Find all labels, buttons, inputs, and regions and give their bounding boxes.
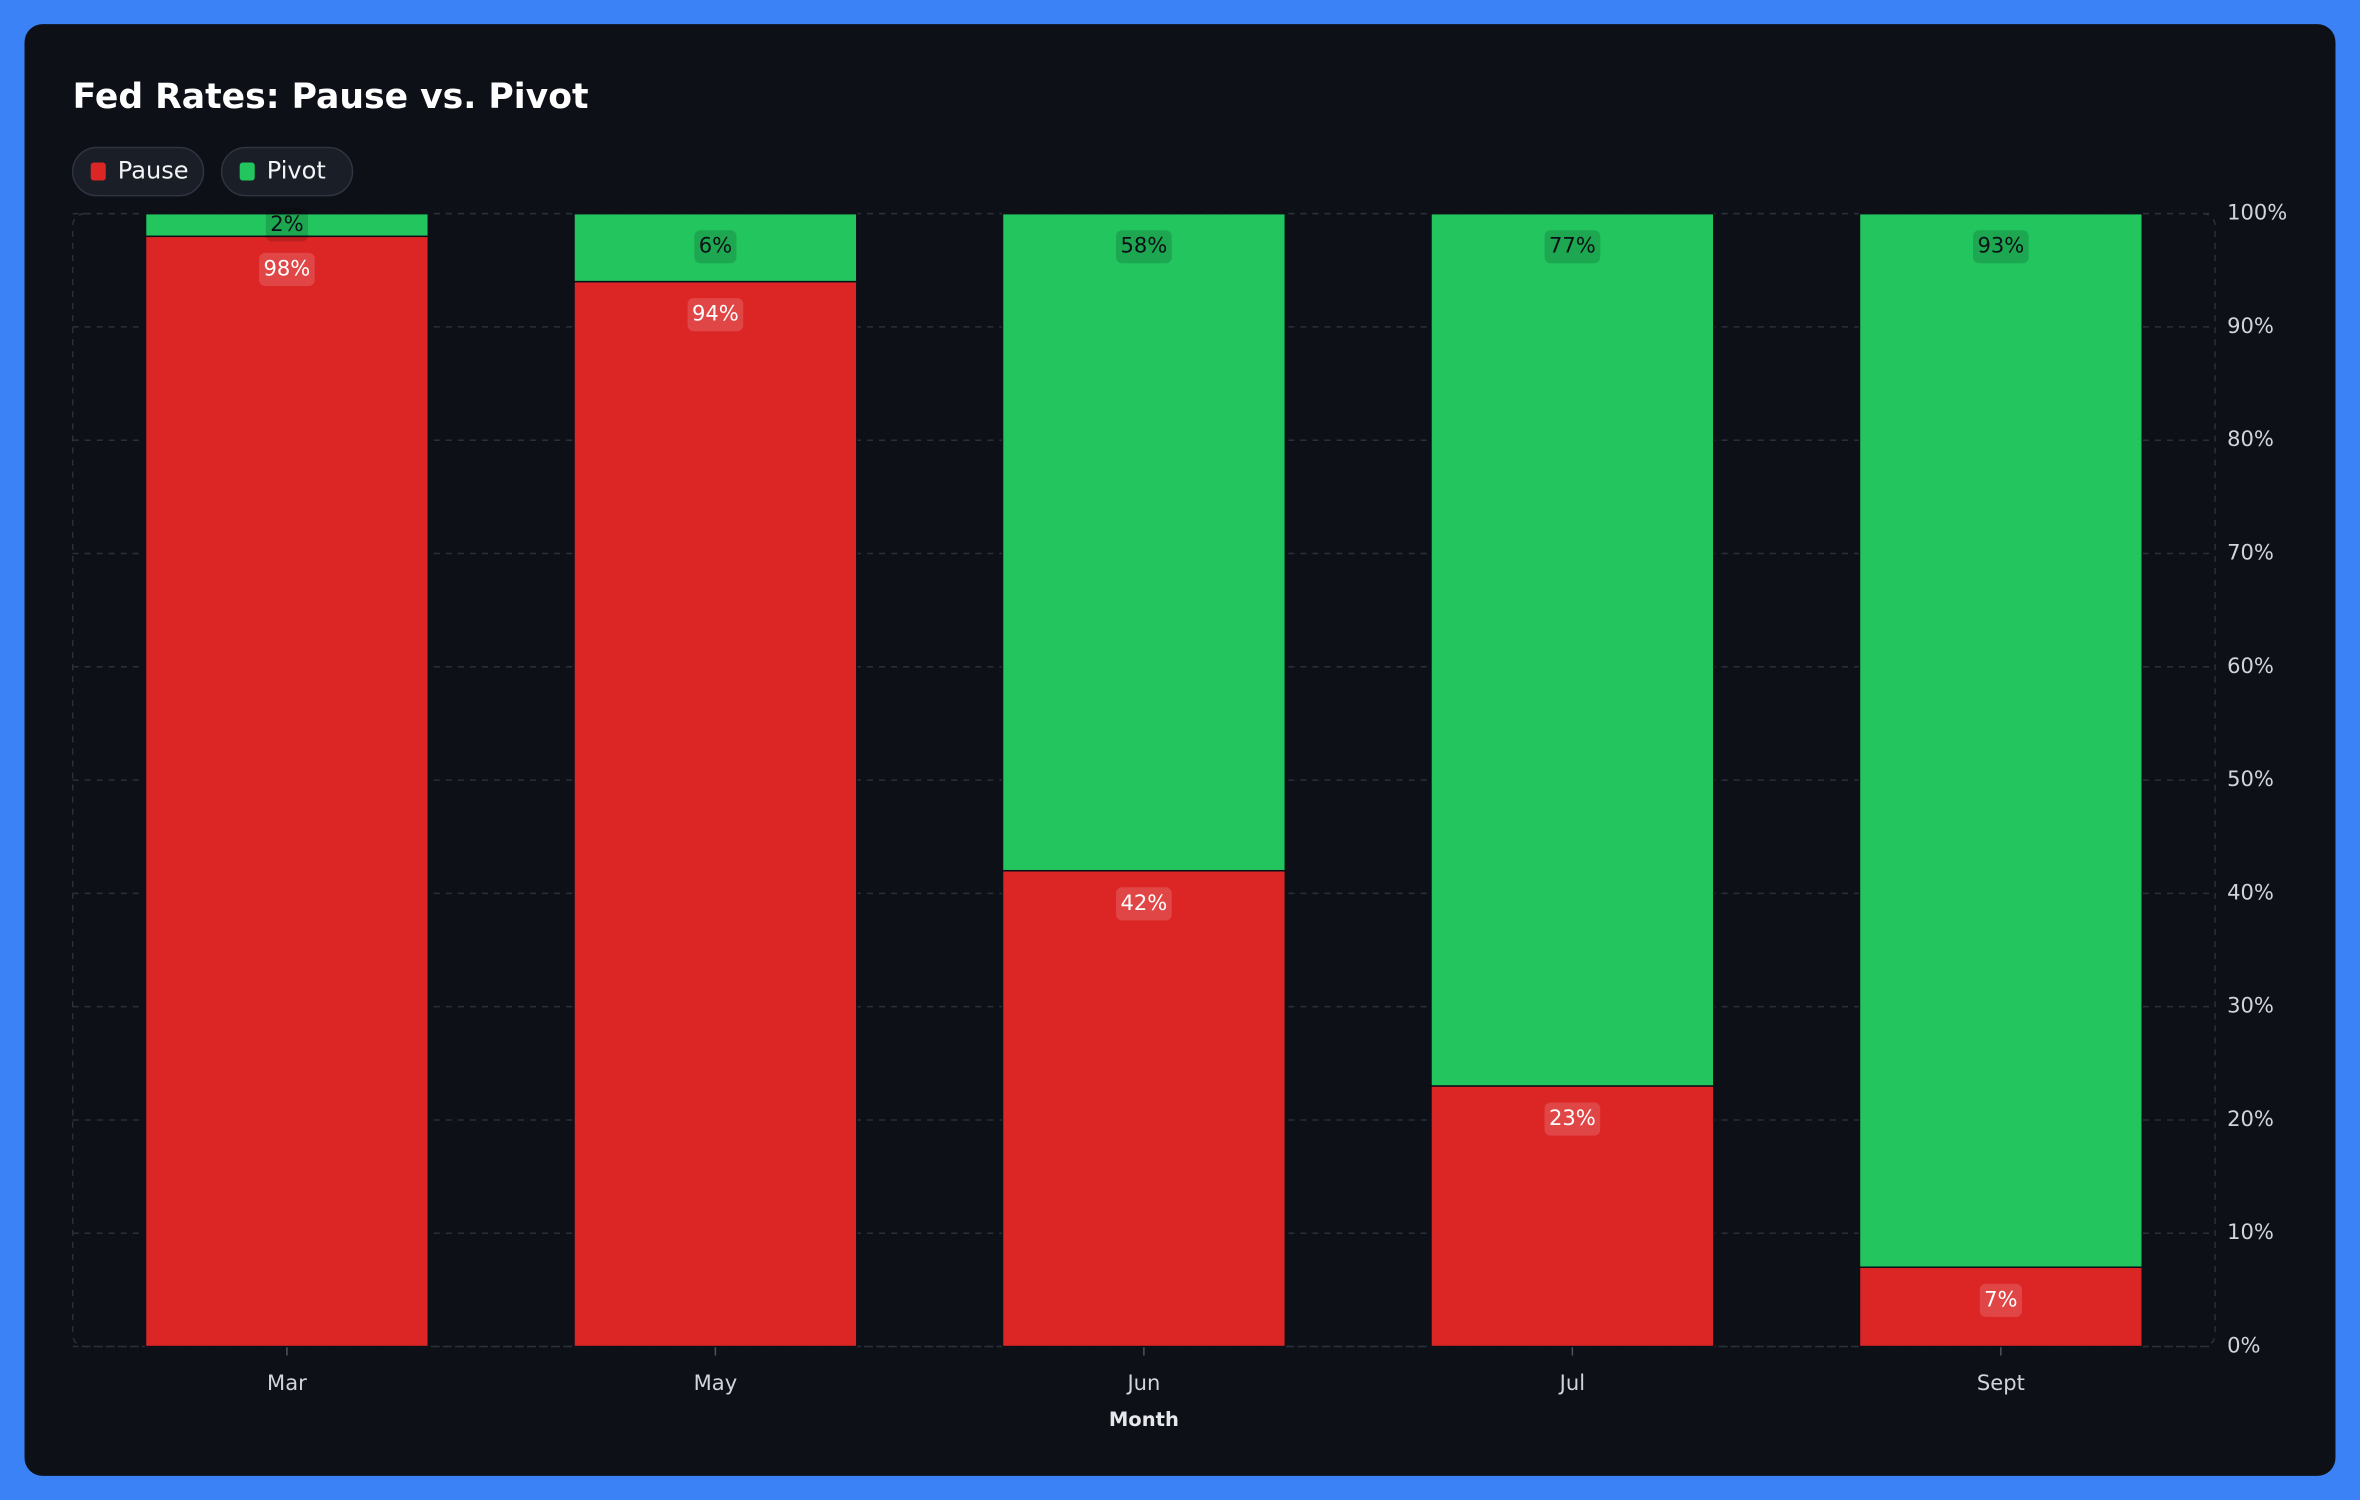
legend-swatch xyxy=(90,162,106,181)
value-label: 23% xyxy=(1549,1105,1596,1130)
value-label: 94% xyxy=(692,301,739,326)
value-label: 2% xyxy=(270,211,303,236)
x-tick-label: Sept xyxy=(1977,1370,2025,1395)
value-label: 98% xyxy=(264,255,311,280)
value-label: 77% xyxy=(1549,233,1596,258)
y-tick-label: 10% xyxy=(2227,1219,2274,1244)
chart-title: Fed Rates: Pause vs. Pivot xyxy=(73,77,589,117)
legend-label: Pause xyxy=(118,157,189,185)
legend-label: Pivot xyxy=(267,157,326,185)
value-label: 42% xyxy=(1121,890,1168,915)
value-label-badge xyxy=(687,298,744,332)
bar-segment xyxy=(144,212,430,238)
value-label: 7% xyxy=(1984,1286,2017,1311)
value-label-badge xyxy=(259,252,315,286)
y-tick-label: 70% xyxy=(2227,540,2274,565)
value-label-badge xyxy=(1973,230,2029,264)
value-label-badge xyxy=(1116,887,1172,921)
x-tick-label: Jun xyxy=(1125,1370,1160,1395)
bar-segment xyxy=(1430,212,1715,1087)
bar-segment xyxy=(1001,869,1287,1348)
y-tick-label: 60% xyxy=(2227,653,2274,678)
y-tick-label: 0% xyxy=(2227,1333,2260,1358)
bar-segment xyxy=(573,212,858,283)
x-tick-label: Mar xyxy=(267,1370,307,1395)
bar-segment xyxy=(1430,1085,1715,1348)
y-tick-label: 20% xyxy=(2227,1106,2274,1131)
legend-item: Pivot xyxy=(220,146,354,197)
value-label-badge xyxy=(265,208,308,242)
legend-pill xyxy=(220,146,354,197)
legend-item: Pause xyxy=(71,146,205,197)
x-axis-label: Month xyxy=(1109,1408,1179,1431)
bar-segment xyxy=(573,280,858,1348)
y-tick-label: 80% xyxy=(2227,426,2274,451)
y-tick-label: 100% xyxy=(2227,200,2287,225)
value-label-badge xyxy=(694,230,737,264)
bar-segment xyxy=(1858,212,2144,1268)
value-label-badge xyxy=(1544,1102,1601,1136)
y-tick-label: 30% xyxy=(2227,993,2274,1018)
bar-segment xyxy=(144,235,430,1348)
x-tick-label: Jul xyxy=(1558,1370,1585,1395)
legend-swatch xyxy=(239,162,255,181)
y-tick-label: 40% xyxy=(2227,879,2274,904)
bar-segment xyxy=(1858,1266,2144,1348)
legend-pill xyxy=(71,146,205,197)
value-label-badge xyxy=(1979,1283,2022,1317)
x-tick-label: May xyxy=(694,1370,738,1395)
bar-segment xyxy=(1001,212,1287,872)
y-tick-label: 50% xyxy=(2227,766,2274,791)
value-label-badge xyxy=(1544,230,1601,264)
value-label-badge xyxy=(1116,230,1172,264)
value-label: 6% xyxy=(699,233,732,258)
value-label: 58% xyxy=(1121,233,1168,258)
y-tick-label: 90% xyxy=(2227,313,2274,338)
value-label: 93% xyxy=(1977,233,2024,258)
